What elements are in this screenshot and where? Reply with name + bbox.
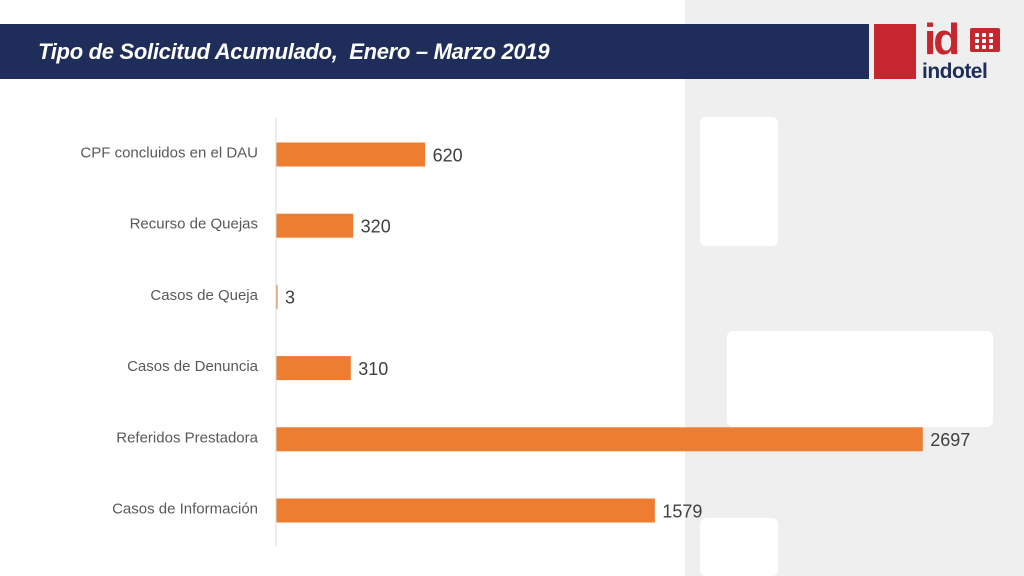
data-label: 310 — [358, 359, 388, 379]
bar — [276, 284, 278, 309]
background-card — [700, 518, 778, 576]
category-label: Casos de Información — [112, 500, 258, 517]
indotel-logo: id indotel — [922, 16, 1004, 84]
category-label: Recurso de Quejas — [130, 216, 258, 233]
bar — [276, 213, 354, 238]
logo-wordmark: indotel — [922, 60, 988, 83]
data-label: 320 — [361, 216, 391, 236]
grid-dots-icon — [970, 28, 1000, 52]
bar — [276, 356, 351, 381]
category-label: Casos de Denuncia — [127, 358, 259, 375]
data-label: 2697 — [930, 430, 970, 450]
brand-stripe — [874, 24, 916, 79]
data-label: 620 — [433, 145, 463, 165]
bar — [276, 498, 655, 523]
page-title: Tipo de Solicitud Acumulado, Enero – Mar… — [38, 39, 550, 64]
bar — [276, 427, 923, 452]
title-bar: Tipo de Solicitud Acumulado, Enero – Mar… — [0, 24, 869, 79]
category-label: Referidos Prestadora — [116, 429, 258, 446]
logo-mark: id — [924, 15, 960, 64]
background-card — [727, 331, 993, 427]
background-panel — [685, 0, 1024, 576]
bar — [276, 142, 426, 167]
background-card — [700, 117, 778, 246]
data-label: 1579 — [662, 501, 702, 521]
category-label: Casos de Queja — [150, 287, 258, 304]
data-label: 3 — [285, 288, 295, 308]
category-label: CPF concluidos en el DAU — [80, 144, 258, 161]
